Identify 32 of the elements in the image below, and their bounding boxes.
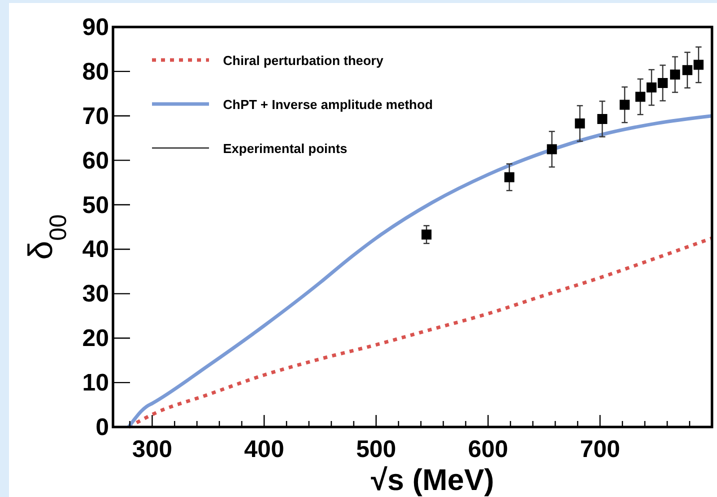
x-tick-label: 600 xyxy=(468,436,508,463)
legend-label: Chiral perturbation theory xyxy=(223,53,384,68)
y-tick-label: 0 xyxy=(96,414,109,441)
point xyxy=(670,70,680,80)
legend-label: Experimental points xyxy=(223,141,348,156)
x-tick-label: 500 xyxy=(356,436,396,463)
y-tick-label: 50 xyxy=(82,192,109,219)
x-tick-label: 300 xyxy=(132,436,172,463)
point xyxy=(546,144,557,154)
point xyxy=(682,65,692,76)
point xyxy=(694,60,704,70)
point xyxy=(635,92,646,102)
point xyxy=(574,118,585,128)
point xyxy=(658,78,668,88)
y-tick-label: 30 xyxy=(82,280,109,308)
x-axis-title: √s (MeV) xyxy=(370,464,494,497)
point xyxy=(646,82,657,92)
y-tick-label: 20 xyxy=(82,325,109,352)
y-tick-label: 40 xyxy=(82,236,109,264)
y-tick-label: 90 xyxy=(82,14,109,41)
point xyxy=(504,172,514,182)
y-tick-label: 10 xyxy=(82,370,109,397)
x-tick-label: 700 xyxy=(580,436,620,463)
point xyxy=(421,230,432,240)
point xyxy=(620,100,630,110)
legend-label: ChPT + Inverse amplitude method xyxy=(223,97,433,112)
y-tick-label: 80 xyxy=(82,58,109,86)
line-series xyxy=(126,114,714,429)
point xyxy=(597,114,608,124)
x-tick-label: 400 xyxy=(244,436,284,463)
y-tick-label: 60 xyxy=(82,147,109,174)
y-tick-label: 70 xyxy=(82,102,109,130)
